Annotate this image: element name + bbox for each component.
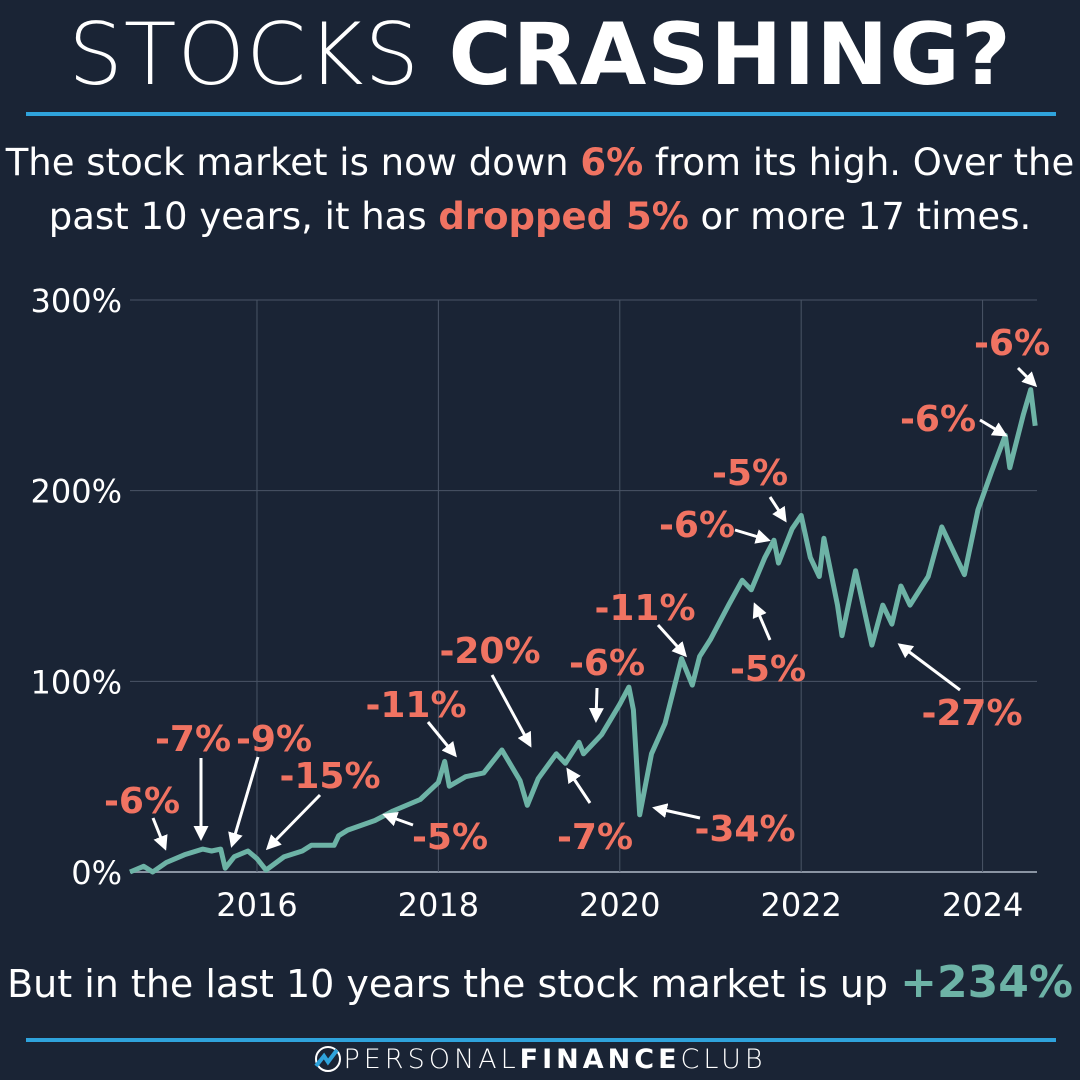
annotation-arrow (734, 528, 771, 544)
y-tick-label: 200% (31, 473, 122, 511)
y-tick-label: 300% (31, 282, 122, 320)
annotation-arrow (897, 643, 961, 692)
drop-annotation-label: -11% (594, 588, 695, 629)
annotation-arrow (1016, 366, 1038, 388)
drop-annotation-label: -5% (712, 453, 788, 494)
market-return-line (129, 387, 1038, 875)
y-tick-label: 100% (31, 663, 122, 701)
summary-text: But in the last 10 years the stock marke… (0, 958, 1080, 1009)
drop-annotation-label: -20% (439, 631, 540, 672)
subtitle-text: from its high. Over the past 10 years, i… (48, 141, 1075, 238)
annotation-arrow (979, 418, 1008, 437)
brand-logo: PERSONALFINANCECLUB (0, 1040, 1080, 1080)
x-tick-label: 2020 (579, 886, 660, 924)
drop-annotation-label: -5% (730, 649, 806, 690)
drop-annotation-label: -6% (659, 505, 735, 546)
annotation-arrow (265, 793, 322, 851)
brand-personal: PERSONAL (343, 1044, 520, 1075)
annotation-arrow (426, 721, 457, 758)
x-tick-label: 2018 (398, 886, 479, 924)
drop-annotation-label: -6% (104, 781, 180, 822)
annotation-arrow (652, 803, 701, 820)
page-title: STOCKS CRASHING? (0, 0, 1080, 110)
subtitle-highlight: dropped 5% (438, 195, 689, 238)
bottom-divider (26, 1038, 1056, 1042)
drop-annotation-label: -27% (921, 693, 1022, 734)
drop-annotation-label: -5% (412, 817, 488, 858)
title-bold: CRASHING? (448, 5, 1012, 105)
annotation-arrow (566, 767, 592, 804)
title-light: STOCKS (68, 5, 421, 105)
summary-label: But in the last 10 years the stock marke… (7, 962, 901, 1006)
annotation-arrow (588, 687, 604, 723)
drop-annotation-label: -6% (569, 643, 645, 684)
annotation-arrow (656, 623, 688, 658)
annotation-arrow (768, 496, 787, 523)
subtitle-text: or more 17 times. (688, 195, 1032, 238)
top-divider (26, 112, 1056, 116)
x-tick-label: 2024 (942, 886, 1023, 924)
drop-annotation-label: -34% (694, 809, 795, 850)
annotation-arrow (151, 817, 168, 851)
drop-annotation-label: -6% (900, 399, 976, 440)
chart-circle-logo-icon (314, 1046, 342, 1072)
y-tick-label: 0% (71, 854, 122, 892)
drop-annotation-label: -9% (236, 719, 312, 760)
subtitle-text: The stock market is now down (5, 141, 581, 184)
annotation-arrow (382, 811, 414, 827)
annotation-arrow (490, 674, 532, 748)
brand-finance: FINANCE (519, 1044, 681, 1075)
x-tick-label: 2016 (216, 886, 297, 924)
annotation-arrow (228, 756, 260, 848)
summary-value: +234% (900, 957, 1073, 1008)
drop-annotation-label: -6% (974, 323, 1050, 364)
drop-annotation-label: -11% (365, 685, 466, 726)
subtitle: The stock market is now down 6% from its… (0, 136, 1080, 244)
brand-club: CLUB (680, 1044, 767, 1075)
drop-annotation-label: -7% (155, 719, 231, 760)
drop-annotation-label: -7% (557, 817, 633, 858)
drop-annotation-label: -15% (279, 756, 380, 797)
annotation-arrow (752, 602, 772, 641)
x-tick-label: 2022 (760, 886, 841, 924)
subtitle-highlight: 6% (580, 141, 644, 184)
